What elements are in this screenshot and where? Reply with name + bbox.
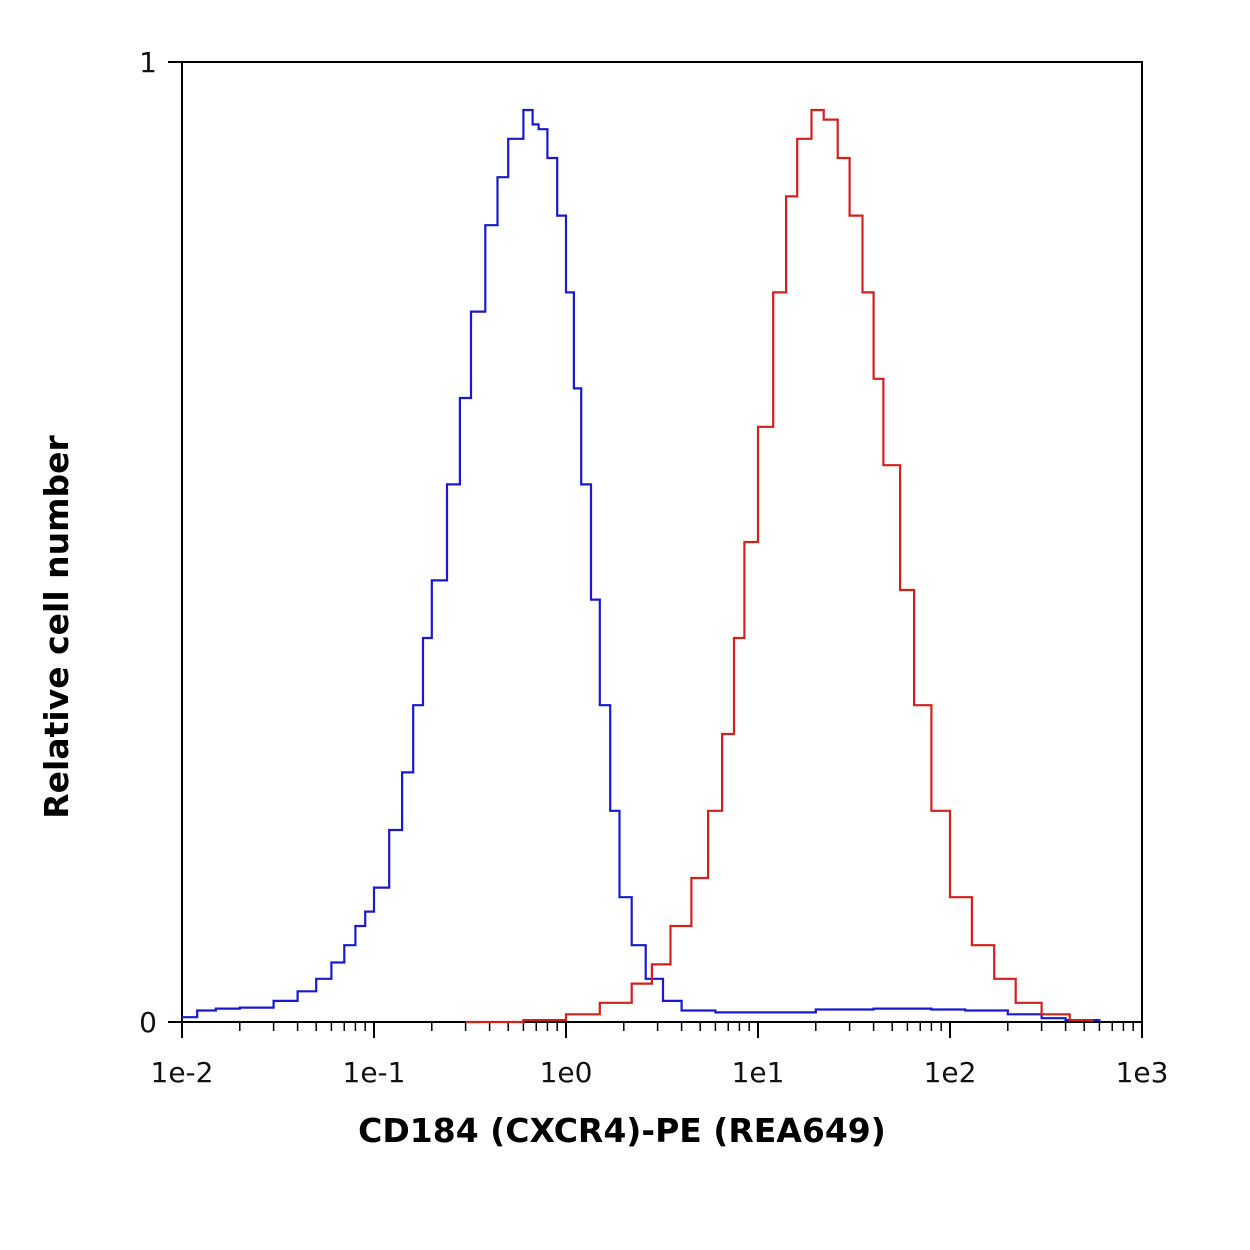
x-tick-label: 1e2 [924,1056,977,1089]
x-axis: 1e-2 1e-1 1e0 1e1 1e2 1e3 [151,1022,1169,1089]
plot-area-frame [181,61,1143,1023]
y-tick-label: 1 [139,46,157,79]
x-tick-label: 1e-1 [343,1056,406,1089]
x-tick-label: 1e0 [540,1056,593,1089]
y-tick-label: 0 [139,1006,157,1039]
series-2-line [465,108,1094,1024]
x-tick-label: 1e3 [1116,1056,1169,1089]
series-1-line [182,108,1101,1022]
x-tick-label: 1e1 [732,1056,785,1089]
series-layer [182,108,1101,1024]
y-axis-title: Relative cell number [37,435,76,819]
x-tick-label: 1e-2 [151,1056,214,1089]
y-axis: 01 [139,46,182,1039]
x-axis-title: CD184 (CXCR4)-PE (REA649) [358,1111,886,1150]
